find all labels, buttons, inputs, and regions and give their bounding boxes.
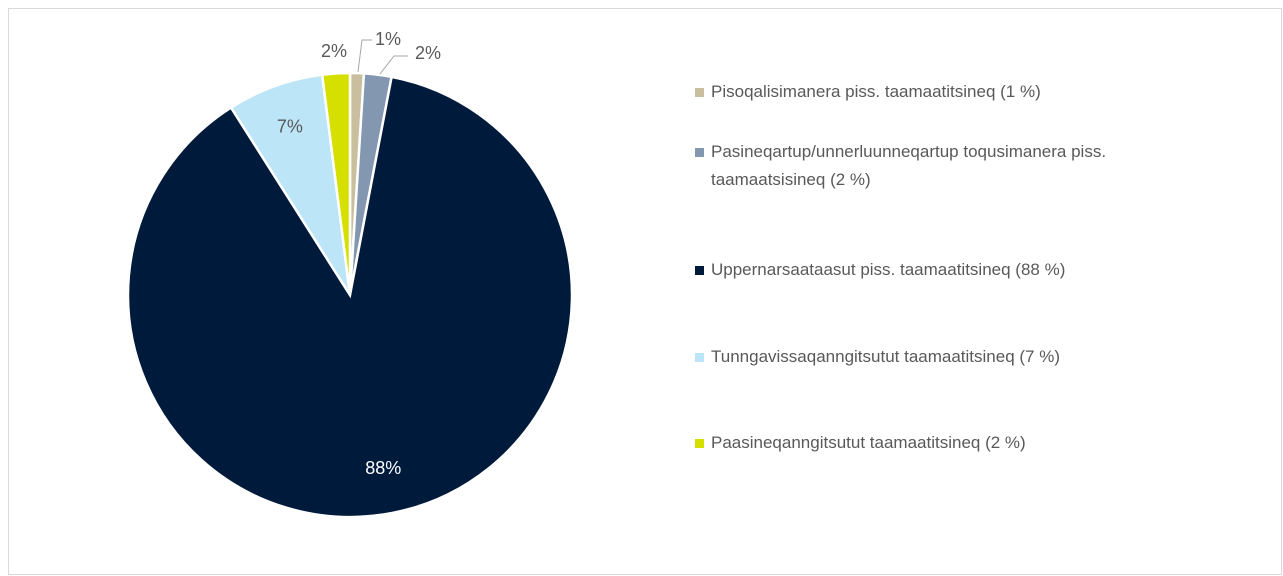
pie-slice xyxy=(126,75,574,519)
data-label: 1% xyxy=(375,29,401,49)
legend-entry: Pisoqalisimanera piss. taamaatitsineq (1… xyxy=(695,78,1175,106)
data-label: 88% xyxy=(365,458,401,478)
legend-label: Paasineqanngitsutut taamaatitsineq (2 %) xyxy=(711,433,1026,452)
legend-label: Tunngavissaqanngitsutut taamaatitsineq (… xyxy=(711,347,1061,366)
legend-label: Pisoqalisimanera piss. taamaatitsineq (1… xyxy=(711,82,1041,101)
pie xyxy=(126,71,574,519)
legend-label: Pasineqartup/unnerluunneqartup toqusiman… xyxy=(711,142,1107,189)
data-label: 2% xyxy=(321,41,347,61)
legend-swatch xyxy=(695,266,704,275)
legend-label: Uppernarsaataasut piss. taamaatitsineq (… xyxy=(711,260,1066,279)
data-label: 7% xyxy=(277,117,303,137)
legend-entry: Paasineqanngitsutut taamaatitsineq (2 %) xyxy=(695,429,1175,457)
legend-entry: Pasineqartup/unnerluunneqartup toqusiman… xyxy=(695,138,1175,194)
legend-entry: Uppernarsaataasut piss. taamaatitsineq (… xyxy=(695,256,1175,284)
pie-slice xyxy=(320,71,352,296)
chart-border xyxy=(8,8,1282,575)
legend-swatch xyxy=(695,148,704,157)
leader-line xyxy=(379,55,408,75)
data-label: 2% xyxy=(415,43,441,63)
legend-swatch xyxy=(695,439,704,448)
legend-swatch xyxy=(695,88,704,97)
legend-swatch xyxy=(695,353,704,362)
legend-entry: Tunngavissaqanngitsutut taamaatitsineq (… xyxy=(695,343,1175,371)
leader-line xyxy=(357,39,372,73)
